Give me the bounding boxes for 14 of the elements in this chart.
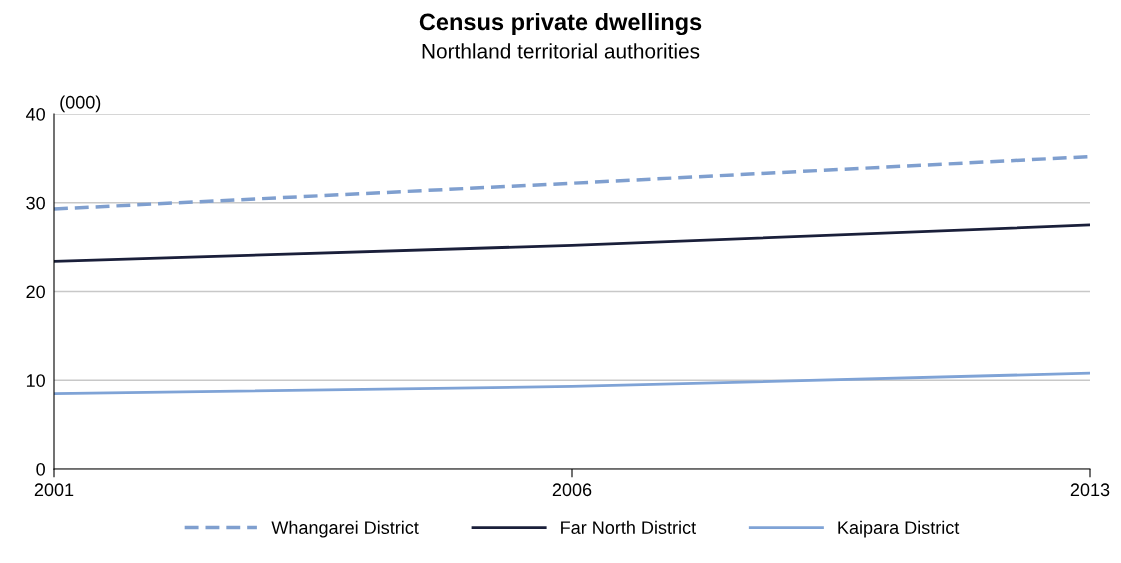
y-tick-label: 0 bbox=[36, 462, 45, 476]
y-tick-label: 10 bbox=[26, 374, 45, 387]
legend-label: Kaipara District bbox=[838, 520, 960, 538]
y-tick-label: 20 bbox=[26, 285, 45, 299]
chart-title: Census private dwellings bbox=[419, 12, 702, 36]
chart-subtitle: Northland territorial authorities bbox=[422, 43, 700, 59]
legend-label: Whangarei District bbox=[271, 520, 419, 538]
x-tick-label: 2001 bbox=[34, 483, 74, 497]
y-axis-title: (000) bbox=[60, 95, 101, 113]
x-tick-label: 2006 bbox=[552, 483, 592, 497]
y-tick-label: 40 bbox=[26, 107, 45, 121]
legend-label: Far North District bbox=[561, 520, 696, 535]
x-tick-label: 2013 bbox=[1070, 483, 1110, 497]
y-tick-label: 30 bbox=[26, 196, 45, 210]
